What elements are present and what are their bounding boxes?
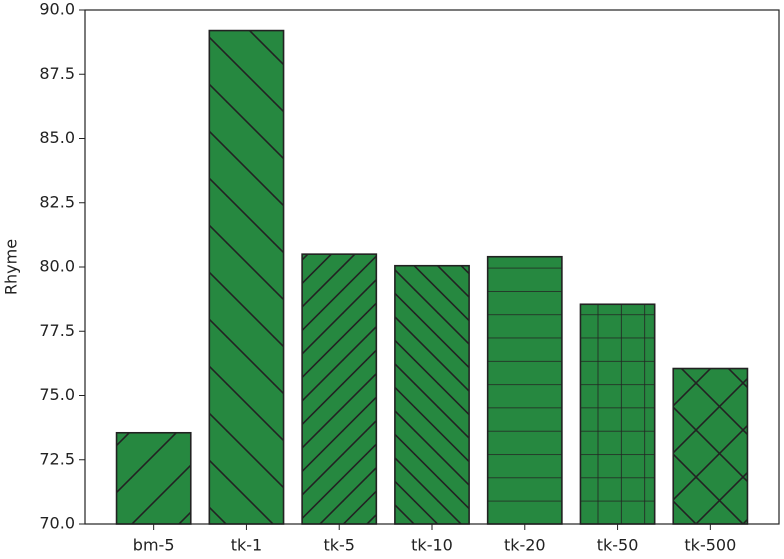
y-tick-label: 77.5 bbox=[39, 321, 75, 340]
bar bbox=[208, 29, 285, 525]
bar bbox=[115, 431, 192, 525]
x-tick-label: tk-5 bbox=[323, 536, 355, 555]
y-tick-label: 87.5 bbox=[39, 64, 75, 83]
x-tick-label: tk-500 bbox=[684, 536, 736, 555]
y-tick-label: 75.0 bbox=[39, 385, 75, 404]
plot-frame bbox=[84, 9, 780, 525]
bar bbox=[672, 367, 749, 525]
y-tick-label: 70.0 bbox=[39, 514, 75, 533]
x-tick-label: tk-50 bbox=[597, 536, 639, 555]
y-tick-label: 82.5 bbox=[39, 192, 75, 211]
x-tick-label: bm-5 bbox=[133, 536, 175, 555]
y-tick-label: 90.0 bbox=[39, 0, 75, 19]
bar bbox=[394, 264, 470, 525]
x-tick-label: tk-10 bbox=[411, 536, 453, 555]
y-tick-label: 72.5 bbox=[39, 449, 75, 468]
x-tick-label: tk-1 bbox=[231, 536, 263, 555]
y-tick-label: 80.0 bbox=[39, 257, 75, 276]
bar bbox=[579, 303, 656, 525]
bar bbox=[301, 253, 378, 525]
y-tick-label: 85.0 bbox=[39, 128, 75, 147]
x-tick-label: tk-20 bbox=[504, 536, 546, 555]
y-axis-label: Rhyme bbox=[2, 239, 21, 295]
bar bbox=[486, 255, 563, 525]
